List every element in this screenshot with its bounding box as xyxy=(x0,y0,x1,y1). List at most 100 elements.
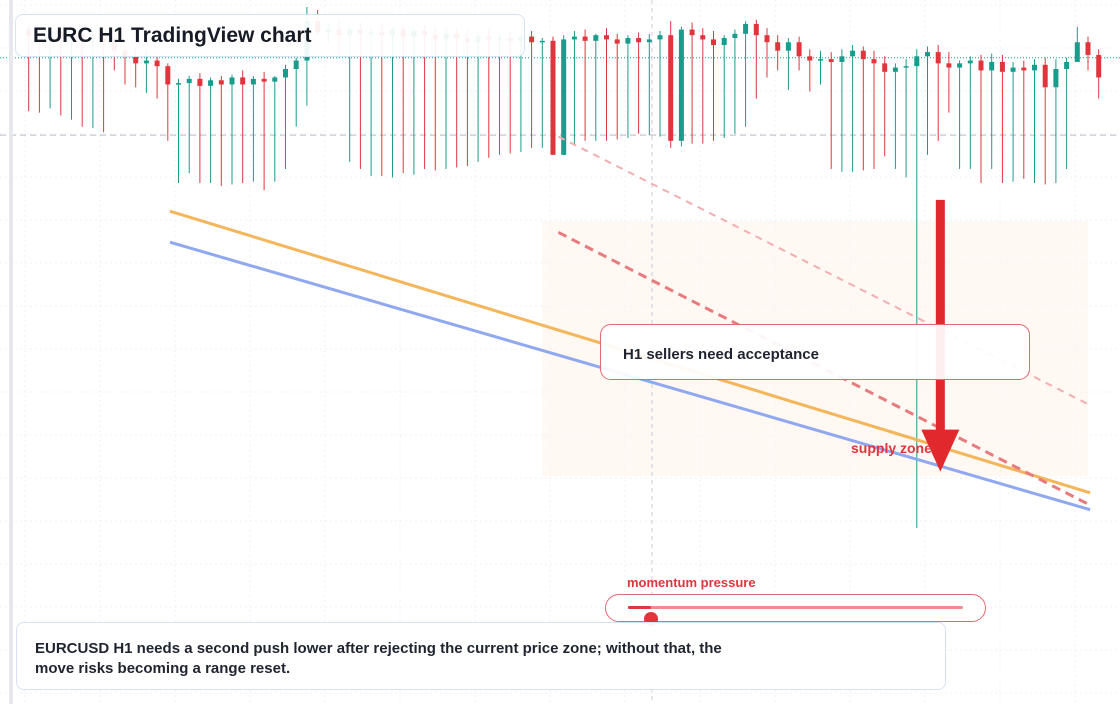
candle-body xyxy=(732,33,738,39)
candle-body xyxy=(668,35,674,141)
candle xyxy=(678,26,684,147)
candle xyxy=(753,19,759,99)
candle xyxy=(743,21,749,127)
candle xyxy=(1021,60,1027,179)
candle xyxy=(1064,57,1070,169)
candle-body xyxy=(250,78,256,85)
candle xyxy=(732,29,738,134)
candle xyxy=(186,76,192,174)
summary-text: EURCUSD H1 needs a second push lower aft… xyxy=(35,640,722,677)
candle-body xyxy=(850,50,856,57)
candle xyxy=(539,38,545,148)
candle-body xyxy=(604,35,609,40)
candle-body xyxy=(711,39,716,46)
candle-body xyxy=(176,83,181,85)
candle xyxy=(229,74,235,185)
callout-text: H1 sellers need acceptance xyxy=(623,346,819,363)
candle xyxy=(689,22,695,144)
candle-body xyxy=(197,78,203,86)
candle xyxy=(1010,61,1016,182)
candle-body xyxy=(946,63,952,68)
candle-body xyxy=(721,38,727,46)
candle-body xyxy=(636,38,642,43)
candle-body xyxy=(582,36,588,41)
candle xyxy=(882,56,888,157)
summary-card: EURCUSD H1 needs a second push lower aft… xyxy=(16,622,946,690)
candle-body xyxy=(1021,67,1027,71)
candle xyxy=(550,36,556,155)
momentum-track[interactable] xyxy=(628,606,963,626)
candle-body xyxy=(186,78,192,84)
candle-body xyxy=(1064,61,1070,69)
candle-body xyxy=(1085,42,1091,55)
candle xyxy=(999,54,1005,184)
candle xyxy=(871,50,877,169)
candle xyxy=(850,45,856,172)
candle-body xyxy=(903,66,909,68)
candle xyxy=(1032,59,1037,184)
candle xyxy=(668,21,674,148)
candle xyxy=(197,73,203,184)
candle-body xyxy=(989,61,995,71)
candle-body xyxy=(828,59,834,62)
candle xyxy=(775,35,781,71)
candle-body xyxy=(689,29,695,36)
candle-body xyxy=(700,35,706,40)
candle-body xyxy=(293,60,299,69)
candle xyxy=(967,56,973,169)
candle xyxy=(272,76,278,182)
candle-body xyxy=(657,35,663,40)
momentum-slider[interactable] xyxy=(605,594,986,626)
candle-body xyxy=(218,80,224,85)
trendline-red-dashed xyxy=(557,230,1089,506)
momentum-label: momentum pressure xyxy=(627,575,756,590)
candle xyxy=(925,46,930,155)
candle-body xyxy=(871,59,877,64)
candle-body xyxy=(925,52,930,57)
candle xyxy=(796,36,802,71)
candle-body xyxy=(1074,42,1080,62)
candle-body xyxy=(743,23,749,34)
candle-body xyxy=(882,63,888,72)
candle-body xyxy=(154,60,160,67)
candle xyxy=(646,33,652,136)
candle-body xyxy=(571,36,577,40)
candle xyxy=(582,29,588,141)
candle-body xyxy=(529,36,535,43)
candle-body xyxy=(978,60,984,71)
momentum-fill xyxy=(628,606,652,609)
candle-body xyxy=(999,61,1005,72)
candle-body xyxy=(133,56,139,64)
candle-body xyxy=(614,39,620,44)
candle-body xyxy=(807,56,813,61)
candle-body xyxy=(796,42,802,57)
candle-body xyxy=(914,56,920,67)
candle xyxy=(165,63,171,141)
candle-body xyxy=(1032,64,1037,71)
candle xyxy=(1085,36,1091,71)
candle xyxy=(946,52,952,113)
candle-body xyxy=(561,39,567,155)
candle xyxy=(818,50,823,85)
candle-body xyxy=(753,23,759,36)
candle-body xyxy=(967,60,973,64)
candle xyxy=(935,45,941,141)
candle-body xyxy=(678,29,684,141)
title-card: EURC H1 TradingView chart xyxy=(15,14,525,57)
candle xyxy=(1042,57,1048,185)
candle xyxy=(1074,26,1080,62)
candle xyxy=(625,35,631,138)
candle xyxy=(571,30,577,145)
candle-body xyxy=(1053,68,1059,88)
candle xyxy=(711,30,716,141)
candle-body xyxy=(764,35,770,43)
candle-body xyxy=(775,42,781,51)
candle-body xyxy=(208,80,214,86)
candle xyxy=(978,54,984,184)
candle xyxy=(700,28,706,144)
candle xyxy=(614,33,620,140)
candle xyxy=(1053,59,1059,184)
candle-body xyxy=(892,67,898,72)
candle-body xyxy=(625,38,631,44)
candle xyxy=(593,33,599,141)
